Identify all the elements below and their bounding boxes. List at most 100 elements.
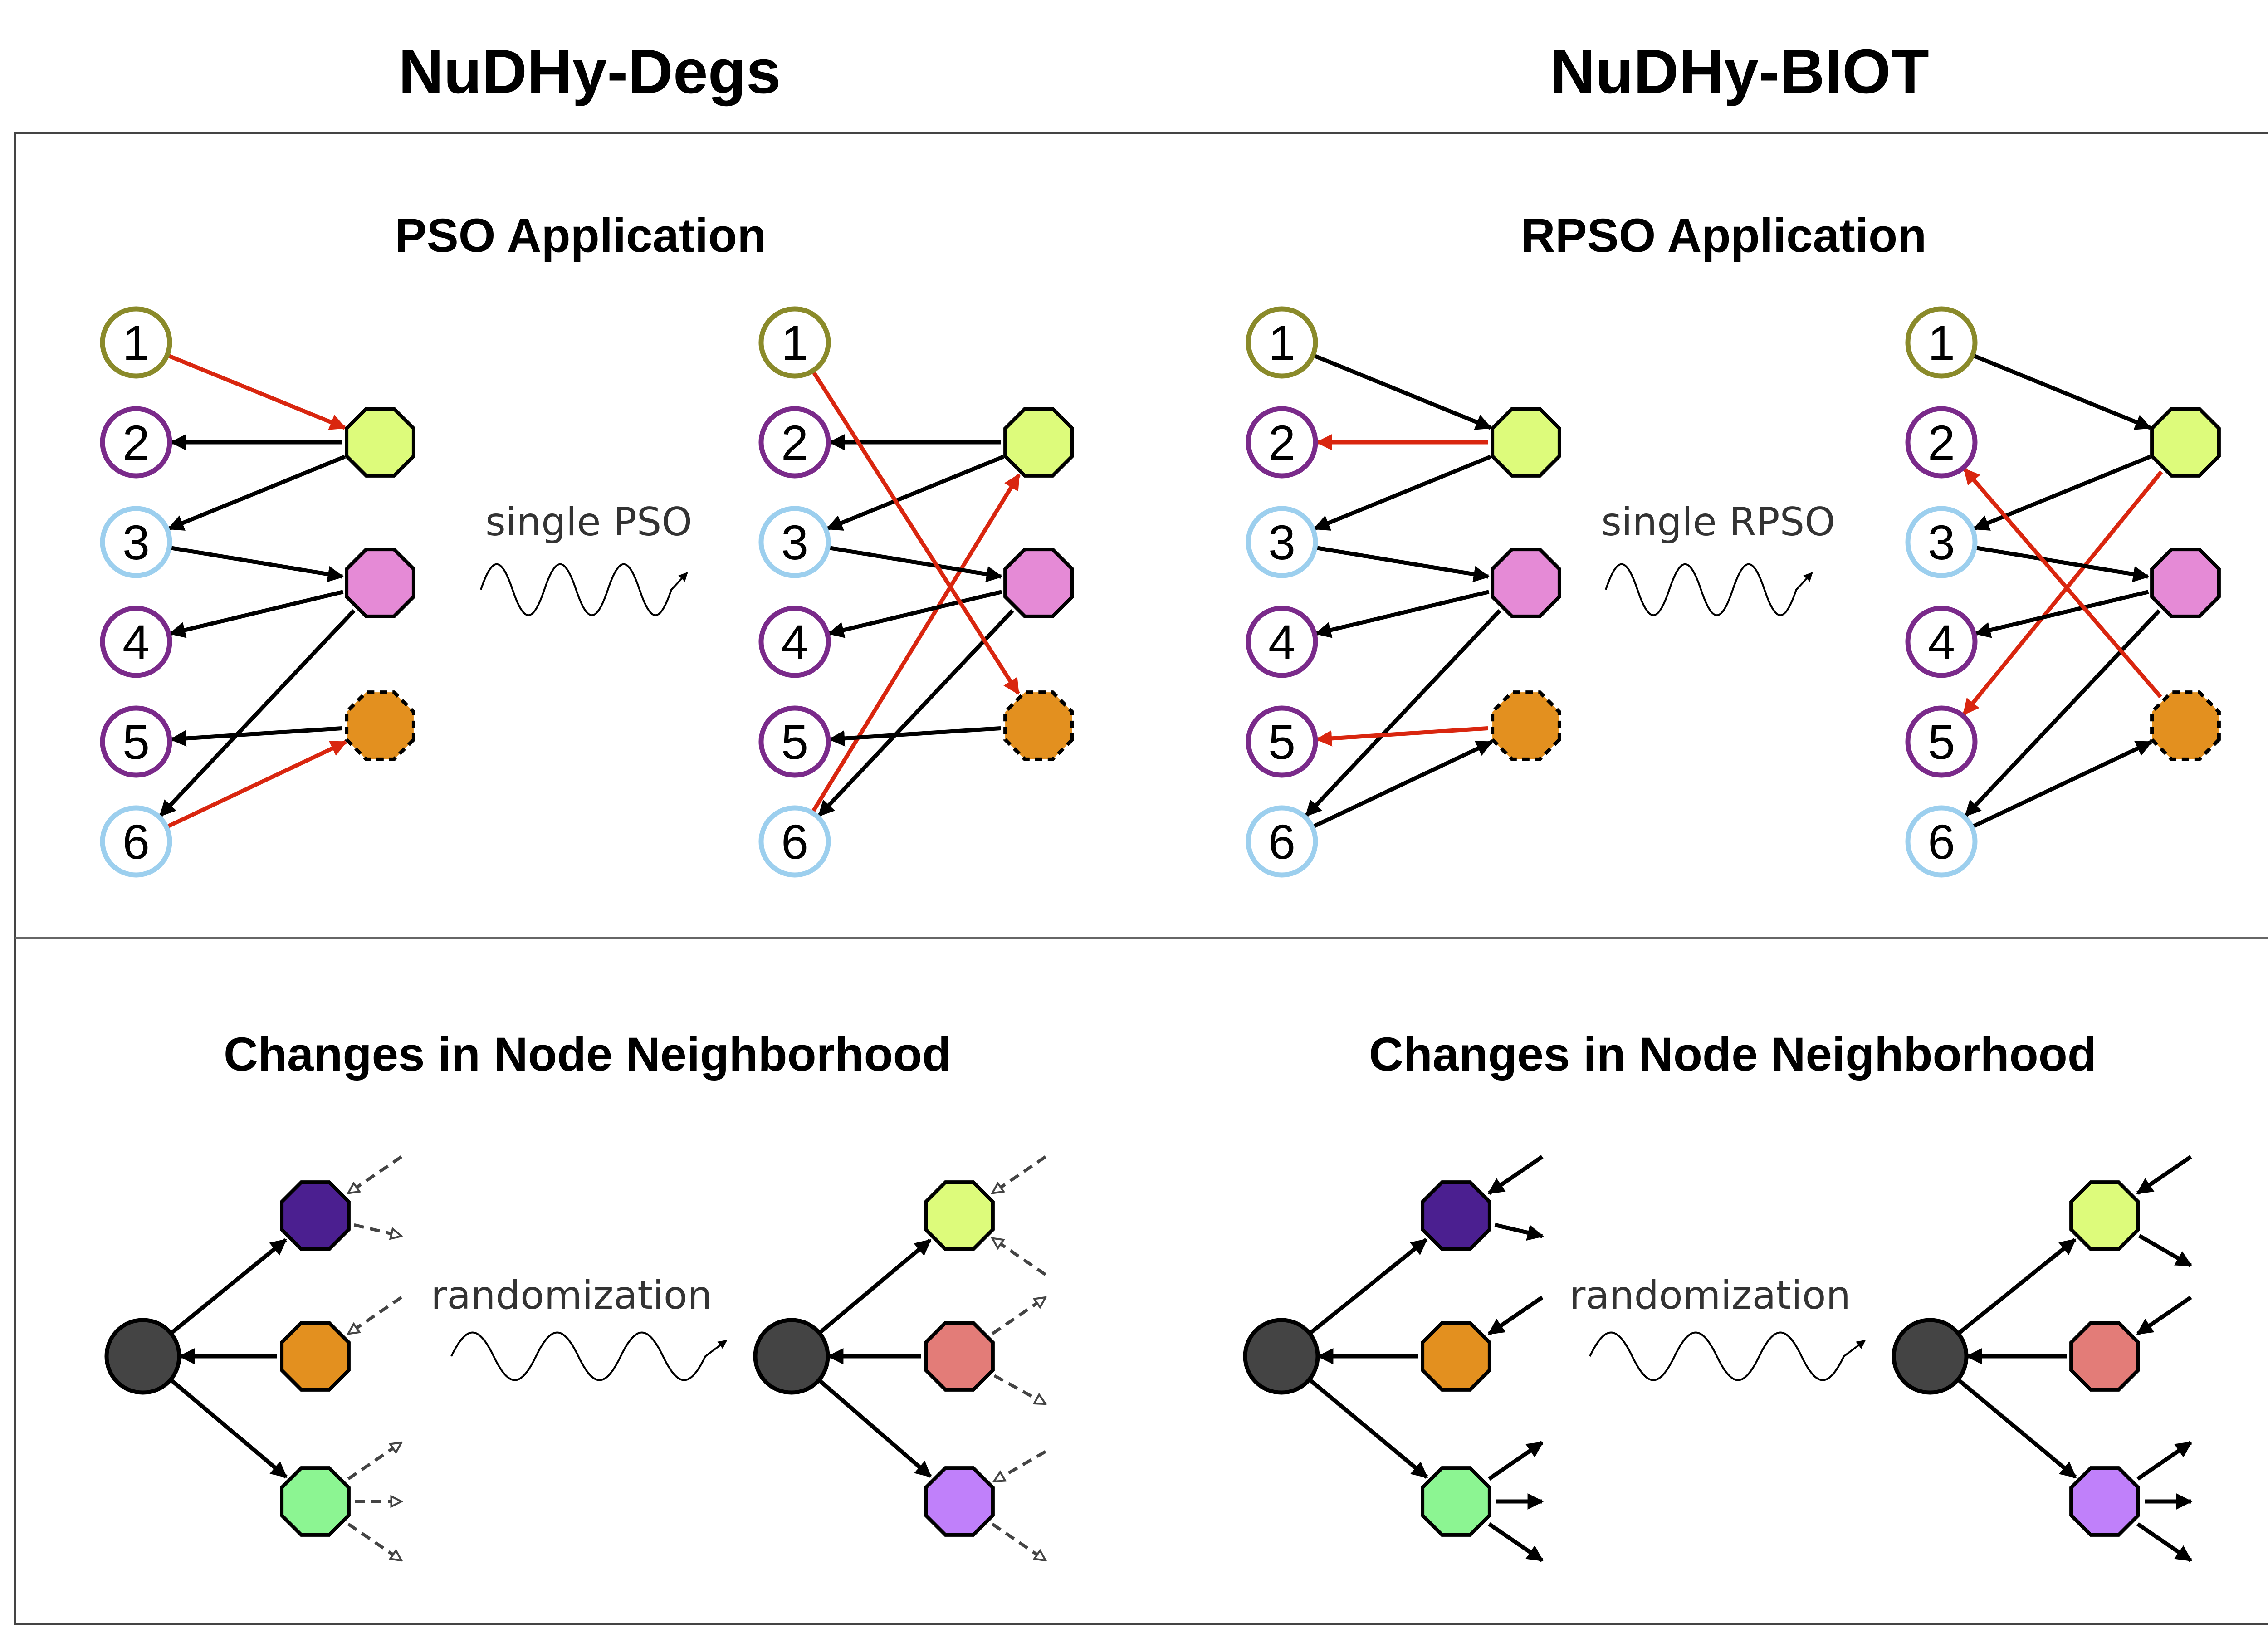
node-1 [758, 306, 831, 379]
edge-node6-to-hyperedge3 [167, 740, 347, 828]
neighbor-hyperedge-3 [1421, 1466, 1491, 1537]
center-node [104, 1318, 181, 1395]
squiggle-arrow-icon [1589, 1331, 1866, 1381]
node-label-2: 2 [122, 415, 150, 470]
node-6 [1246, 805, 1318, 878]
center-node [1243, 1318, 1320, 1395]
edge-hyperedge1-to-node3 [167, 455, 346, 531]
hyperedge-1 [1491, 407, 1561, 478]
node-label-5: 5 [1928, 714, 1955, 769]
edge-node6-to-hyperedge1 [811, 473, 1021, 812]
hyperedge-3 [2150, 690, 2221, 761]
node-3 [100, 506, 172, 578]
edge-node1-to-hyperedge1 [1314, 354, 1492, 430]
squiggle-arrow-icon [450, 1331, 728, 1381]
edge-node6-to-hyperedge3 [1313, 740, 1493, 828]
neighbor-hyperedge-2 [2069, 1321, 2140, 1392]
node-label-4: 4 [1268, 615, 1295, 670]
edge-center-to-bottom [818, 1379, 932, 1478]
edge-hyperedge2-to-node4 [827, 590, 1002, 638]
node-label-4: 4 [1928, 615, 1955, 670]
single-pso-label: single PSO [485, 499, 692, 545]
node-label-4: 4 [122, 615, 150, 670]
biot-neighborhood-after [1892, 1155, 2193, 1562]
stub-edge-solid [1487, 1296, 1544, 1336]
node-label-3: 3 [1928, 515, 1955, 570]
edge-center-to-top [1958, 1238, 2077, 1335]
stub-edge-solid [1487, 1155, 1544, 1195]
pso-application-title: PSO Application [395, 209, 767, 262]
node-label-5: 5 [122, 714, 150, 769]
node-label-6: 6 [122, 814, 150, 869]
neighbor-hyperedge-1 [1421, 1180, 1491, 1251]
hyperedge-2 [1491, 548, 1561, 618]
neighbor-hyperedge-3 [280, 1466, 351, 1537]
node-label-5: 5 [781, 714, 808, 769]
node-label-2: 2 [1268, 415, 1295, 470]
pso-after-diagram: 1 2 3 4 5 6 [758, 306, 1074, 878]
node-label-3: 3 [122, 515, 150, 570]
biot-neighborhood-before [1243, 1155, 1544, 1562]
hyperedge-2 [1003, 548, 1074, 618]
node-4 [1905, 606, 1978, 678]
node-label-1: 1 [1268, 315, 1295, 370]
edge-hyperedge1-to-node3 [1313, 455, 1491, 531]
neighbor-hyperedge-1 [280, 1180, 351, 1251]
node-6 [1905, 805, 1978, 878]
stub-edge-dashed [353, 1223, 401, 1236]
node-1 [1905, 306, 1978, 379]
degs-neighborhood-before [104, 1155, 402, 1562]
node-label-6: 6 [1268, 814, 1295, 869]
neighbor-hyperedge-2 [924, 1321, 995, 1392]
rpso-before-diagram: 1 2 3 4 5 6 [1246, 306, 1561, 878]
node-3 [1246, 506, 1318, 578]
stub-edge-dashed [991, 1296, 1046, 1335]
edge-hyperedge2-to-node6 [817, 609, 1014, 817]
node-1 [1246, 306, 1318, 379]
degs-neighborhood-after [753, 1155, 1046, 1562]
edge-center-to-top [1309, 1238, 1428, 1335]
edge-hyperedge2-to-node4 [169, 590, 344, 638]
neighbor-hyperedge-1 [924, 1180, 995, 1251]
node-label-1: 1 [1928, 315, 1955, 370]
squiggle-group [450, 563, 1866, 1381]
randomization-label-right: randomization [1569, 1273, 1851, 1318]
node-5 [1246, 705, 1318, 778]
node-label-1: 1 [781, 315, 808, 370]
neighborhood-title-left: Changes in Node Neighborhood [224, 1028, 951, 1081]
hyperedge-3 [1491, 690, 1561, 761]
node-label-6: 6 [1928, 814, 1955, 869]
hyperedge-1 [2150, 407, 2221, 478]
rpso-application-title: RPSO Application [1521, 209, 1927, 262]
edge-node6-to-hyperedge3 [1972, 740, 2153, 828]
node-5 [100, 705, 172, 778]
edge-hyperedge3-to-node5 [170, 726, 342, 747]
edge-center-to-bottom [170, 1379, 288, 1479]
node-label-2: 2 [781, 415, 808, 470]
node-3 [758, 506, 831, 578]
stub-edge-dashed [347, 1441, 401, 1481]
center-node [753, 1318, 830, 1395]
stub-edge-dashed [348, 1296, 402, 1335]
edge-node1-to-hyperedge1 [1973, 354, 2152, 430]
pso-before-diagram: 1 2 3 4 5 6 [100, 306, 415, 878]
edge-node3-to-hyperedge2 [1976, 546, 2150, 582]
stub-edge-solid [2136, 1296, 2192, 1336]
node-label-5: 5 [1268, 714, 1295, 769]
node-label-3: 3 [781, 515, 808, 570]
neighbor-hyperedge-3 [2069, 1466, 2140, 1537]
edge-center-to-top [170, 1238, 287, 1335]
neighbor-hyperedge-2 [1421, 1321, 1491, 1392]
node-3 [1905, 506, 1978, 578]
edge-hyperedge3-to-node5 [828, 726, 1001, 747]
rpso-after-diagram: 1 2 3 4 5 6 [1905, 306, 2221, 878]
neighbor-hyperedge-2 [280, 1321, 351, 1392]
stub-edge-solid [2136, 1441, 2192, 1481]
randomization-label-left: randomization [431, 1273, 712, 1318]
edge-node3-to-hyperedge2 [171, 546, 344, 582]
node-2 [100, 406, 172, 479]
neighbor-hyperedge-3 [924, 1466, 995, 1537]
edge-node1-to-hyperedge3 [812, 371, 1020, 695]
hyperedge-2 [345, 548, 415, 618]
